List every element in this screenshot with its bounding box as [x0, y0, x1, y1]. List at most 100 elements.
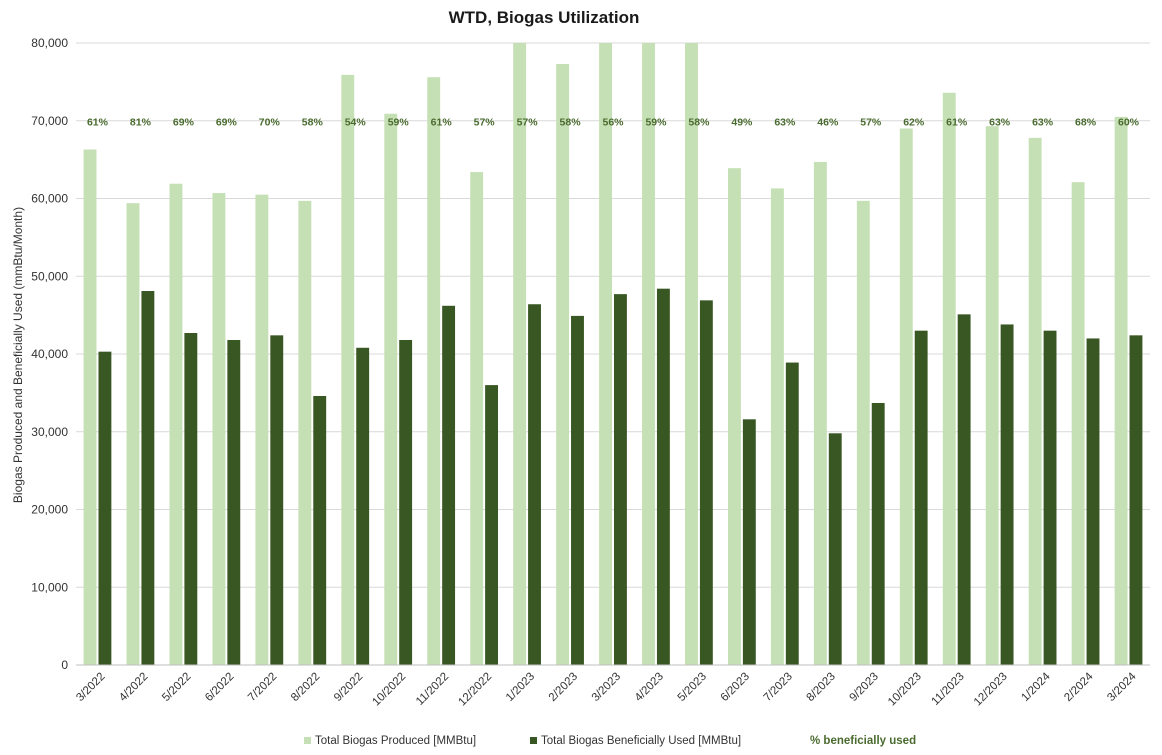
bar-produced: [813, 161, 827, 665]
percent-label: 62%: [903, 116, 925, 128]
bar-produced: [685, 43, 698, 665]
percent-label: 69%: [216, 116, 238, 128]
y-tick-label: 50,000: [31, 269, 68, 283]
bar-produced: [985, 126, 999, 665]
x-tick-label: 3/2024: [1105, 670, 1139, 704]
x-tick-label: 1/2024: [1019, 670, 1053, 704]
legend-swatch-beneficially-used: [530, 737, 537, 744]
percent-label: 57%: [474, 116, 496, 128]
x-tick-label: 5/2022: [160, 671, 193, 704]
percent-label: 58%: [302, 116, 324, 128]
x-tick-label: 11/2022: [414, 671, 451, 708]
percent-label: 61%: [431, 116, 453, 128]
legend-swatch-produced: [304, 737, 311, 744]
bar-beneficially-used: [914, 330, 928, 665]
bar-beneficially-used: [571, 315, 584, 665]
bar-beneficially-used: [442, 305, 456, 665]
y-tick-label: 20,000: [31, 503, 68, 517]
y-tick-label: 30,000: [31, 425, 68, 439]
x-axis-ticks: 3/2022 4/2022 5/2022 6/2022 7/2022 8/2022 9/20…: [74, 670, 1139, 708]
bar-beneficially-used: [356, 347, 370, 665]
y-axis-ticks: 0 10,000 20,000 30,000 40,000 50,000 60,000 70,…: [31, 36, 68, 672]
bar-produced: [1028, 137, 1042, 666]
percent-label: 68%: [1075, 116, 1097, 128]
bar-beneficially-used: [828, 433, 842, 665]
percent-label: 59%: [645, 116, 667, 128]
bar-produced: [212, 193, 226, 665]
percent-label: 58%: [688, 116, 710, 128]
percent-label: 61%: [946, 116, 968, 128]
bar-beneficially-used: [1000, 324, 1014, 665]
x-tick-label: 6/2022: [203, 671, 236, 704]
percent-label: 57%: [517, 116, 539, 128]
percent-label: 54%: [345, 116, 367, 128]
bar-beneficially-used: [957, 314, 971, 665]
x-tick-label: 11/2023: [930, 671, 967, 708]
bar-produced: [384, 113, 398, 665]
y-tick-label: 0: [61, 658, 68, 672]
chart-title: WTD, Biogas Utilization: [449, 8, 640, 27]
gridlines: [76, 42, 1150, 588]
y-tick-label: 10,000: [31, 580, 68, 594]
bar-produced: [642, 43, 655, 665]
bar-beneficially-used: [699, 300, 713, 665]
x-tick-label: 9/2022: [332, 671, 365, 704]
legend-label-produced: Total Biogas Produced [MMBtu]: [315, 735, 476, 747]
percent-label: 70%: [259, 116, 281, 128]
bar-beneficially-used: [785, 362, 799, 665]
x-tick-label: 12/2022: [456, 671, 494, 709]
bar-produced: [255, 194, 269, 666]
bar-beneficially-used: [614, 294, 627, 665]
bar-beneficially-used: [485, 385, 499, 665]
x-tick-label: 8/2022: [289, 671, 322, 704]
x-tick-label: 7/2023: [762, 671, 795, 704]
y-tick-label: 80,000: [31, 36, 68, 50]
x-tick-label: 10/2022: [370, 671, 408, 709]
percent-label: 57%: [860, 116, 882, 128]
bar-produced: [427, 77, 441, 665]
y-tick-label: 70,000: [31, 114, 68, 128]
bar-produced: [856, 200, 870, 665]
percent-label: 81%: [130, 116, 152, 128]
bar-produced: [770, 188, 784, 665]
x-tick-label: 2/2024: [1062, 670, 1096, 704]
y-tick-label: 40,000: [31, 347, 68, 361]
x-tick-label: 6/2023: [719, 671, 752, 704]
x-tick-label: 8/2023: [805, 671, 838, 704]
y-tick-label: 60,000: [31, 192, 68, 206]
bars: [83, 43, 1143, 666]
percent-label: 58%: [560, 116, 582, 128]
legend-label-percent: % beneficially used: [810, 735, 916, 747]
bar-beneficially-used: [742, 419, 756, 665]
percent-label: 63%: [1032, 116, 1054, 128]
x-tick-label: 7/2022: [246, 671, 279, 704]
bar-beneficially-used: [184, 333, 198, 665]
x-tick-label: 4/2022: [117, 671, 150, 704]
percent-label: 63%: [774, 116, 796, 128]
bar-produced: [1071, 182, 1085, 666]
bar-produced: [83, 149, 97, 665]
bar-produced: [942, 92, 956, 665]
bar-beneficially-used: [270, 335, 284, 665]
y-axis-label: Biogas Produced and Beneficially Used (m…: [11, 207, 25, 503]
bar-beneficially-used: [98, 351, 112, 665]
bar-produced: [513, 43, 527, 665]
x-tick-label: 12/2023: [972, 671, 1010, 709]
bar-beneficially-used: [871, 402, 885, 665]
bar-produced: [556, 63, 570, 666]
legend: Total Biogas Produced [MMBtu] Total Biog…: [304, 735, 916, 747]
bar-beneficially-used: [141, 291, 155, 665]
bar-produced: [341, 74, 355, 665]
percent-labels: 61% 81% 69% 69% 70% 58% 54% 59% 61% 57% 57% 58% 56% 5…: [87, 116, 1140, 128]
bar-beneficially-used: [227, 340, 241, 665]
legend-label-beneficially-used: Total Biogas Beneficially Used [MMBtu]: [541, 735, 741, 747]
bar-produced: [599, 43, 612, 665]
percent-label: 56%: [602, 116, 624, 128]
percent-label: 69%: [173, 116, 195, 128]
bar-beneficially-used: [1129, 335, 1143, 665]
bar-beneficially-used: [528, 304, 541, 665]
bar-beneficially-used: [656, 288, 670, 665]
bar-beneficially-used: [1086, 338, 1100, 665]
x-tick-label: 4/2023: [633, 671, 666, 704]
